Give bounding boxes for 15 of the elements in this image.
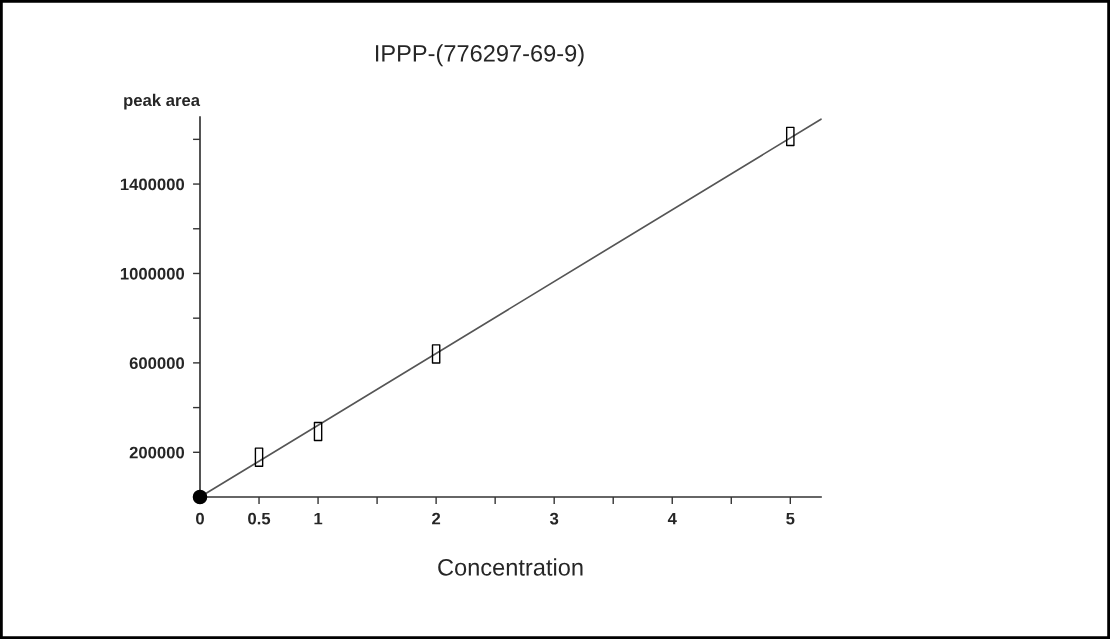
- y-tick-label: 200000: [129, 446, 185, 459]
- x-tick-label: 0: [196, 512, 204, 525]
- x-tick-label: 2: [432, 512, 441, 525]
- y-tick-label: 1400000: [120, 178, 185, 191]
- x-tick-label: 4: [667, 512, 677, 525]
- x-tick-label: 3: [549, 512, 559, 525]
- x-tick-label: 0.5: [248, 512, 271, 525]
- chart-title: IPPP-(776297-69-9): [375, 44, 584, 67]
- y-axis-title: peak area: [124, 93, 201, 110]
- point: [192, 489, 208, 505]
- y-tick-label: 600000: [129, 357, 185, 370]
- x-tick-label: 1: [314, 512, 323, 525]
- x-axis-title: Concentration: [438, 558, 583, 576]
- y-tick-label: 1000000: [120, 267, 185, 280]
- x-tick-label: 5: [786, 512, 795, 525]
